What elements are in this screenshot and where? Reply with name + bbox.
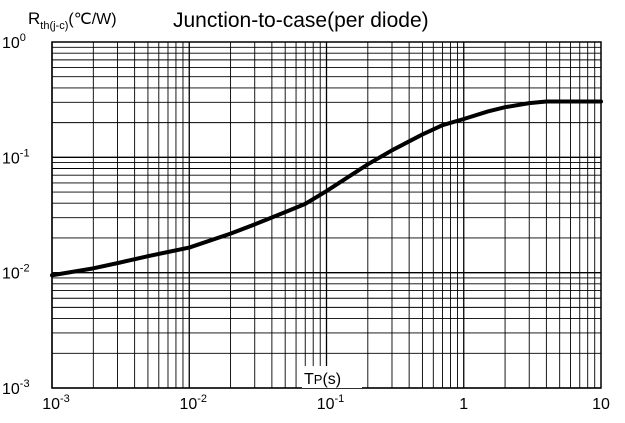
- grid: [51, 42, 601, 389]
- x-axis-label-unit: (s): [322, 371, 341, 388]
- y-tick-labels: 100 10-1 10-2 10-3: [2, 32, 30, 398]
- x-tick-label: 10-3: [42, 393, 70, 413]
- x-axis-label: TP(s): [304, 371, 341, 388]
- x-axis-label-main: T: [304, 371, 314, 388]
- y-tick-label: 10-1: [2, 147, 30, 167]
- x-axis-label-bg: [302, 366, 362, 388]
- x-tick-label: 10-2: [179, 393, 207, 413]
- x-tick-label: 10-1: [317, 393, 345, 413]
- x-tick-label: 1: [459, 396, 468, 413]
- y-axis-label: Rth(j-c)(℃/W): [28, 9, 117, 32]
- y-axis-label-unit: (℃/W): [68, 11, 116, 28]
- y-tick-label: 10-3: [2, 378, 30, 398]
- x-axis-label-sub: P: [314, 372, 323, 387]
- x-tick-labels: 10-3 10-2 10-1 1 10: [42, 393, 610, 413]
- series-line: [50, 99, 603, 278]
- y-axis-label-sub: th(j-c): [40, 20, 68, 32]
- y-tick-label: 100: [2, 32, 26, 52]
- y-tick-label: 10-2: [2, 263, 30, 283]
- x-tick-label: 10: [592, 396, 610, 413]
- chart-title: Junction-to-case(per diode): [173, 9, 429, 32]
- y-axis-label-main: R: [28, 9, 40, 28]
